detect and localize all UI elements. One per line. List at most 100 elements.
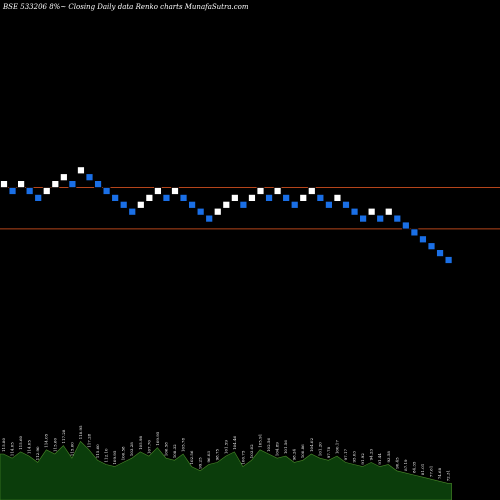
renko-brick-44 (367, 207, 376, 216)
brick-value-label-33: 104.89 (275, 442, 280, 456)
renko-brick-19 (153, 187, 162, 195)
renko-brick-2 (8, 187, 17, 195)
renko-brick-27 (222, 200, 231, 209)
brick-value-label-47: 90.45 (394, 457, 399, 469)
brick-value-label-41: 97.17 (343, 448, 348, 460)
renko-brick-25 (205, 214, 214, 223)
renko-brick-33 (273, 187, 282, 195)
brick-value-label-18: 107.70 (146, 440, 151, 454)
renko-brick-51 (427, 242, 436, 251)
renko-brick-5 (34, 193, 43, 202)
renko-brick-45 (376, 214, 385, 223)
brick-value-label-20: 106.58 (163, 442, 168, 456)
brick-value-label-38: 101.20 (317, 442, 322, 456)
renko-brick-13 (102, 187, 111, 195)
renko-bricks (0, 166, 453, 264)
brick-value-label-46: 93.58 (386, 451, 391, 463)
brick-value-label-48: 87.19 (403, 459, 408, 471)
brick-value-label-49: 84.35 (411, 461, 416, 473)
brick-value-label-13: 112.10 (104, 448, 109, 462)
renko-brick-3 (17, 180, 26, 189)
brick-value-label-17: 105.98 (138, 435, 143, 449)
brick-value-label-8: 117.28 (61, 429, 66, 443)
renko-brick-38 (316, 193, 325, 202)
brick-value-label-39: 97.78 (326, 446, 331, 458)
renko-brick-18 (145, 193, 154, 202)
brick-value-label-7: 115.60 (52, 438, 57, 452)
brick-value-label-19: 109.95 (155, 431, 160, 445)
renko-brick-15 (119, 200, 128, 209)
renko-brick-28 (230, 193, 239, 202)
brick-value-label-15: 106.58 (121, 446, 126, 460)
brick-value-label-28: 104.46 (232, 435, 237, 449)
brick-value-label-10: 118.95 (78, 425, 83, 439)
renko-brick-1 (0, 180, 8, 189)
renko-brick-47 (393, 214, 402, 223)
renko-brick-6 (42, 187, 51, 195)
renko-brick-11 (85, 173, 94, 182)
renko-brick-36 (299, 193, 308, 202)
brick-value-label-53: 72.31 (446, 470, 451, 481)
brick-value-label-40: 100.17 (334, 440, 339, 454)
renko-brick-48 (401, 221, 410, 230)
renko-brick-37 (307, 187, 316, 195)
renko-brick-29 (239, 200, 248, 209)
renko-brick-39 (324, 200, 333, 209)
brick-value-label-16: 103.28 (129, 442, 134, 456)
renko-brick-35 (290, 200, 299, 209)
brick-value-label-42: 95.03 (352, 451, 357, 463)
brick-value-label-27: 101.59 (223, 440, 228, 454)
brick-value-label-23: 102.56 (189, 450, 194, 464)
brick-value-label-6: 114.05 (44, 433, 49, 447)
renko-brick-50 (419, 235, 427, 244)
brick-value-label-14: 109.95 (112, 450, 117, 464)
renko-brick-41 (342, 200, 350, 209)
renko-brick-53 (444, 256, 453, 264)
brick-value-label-4: 114.05 (27, 440, 32, 454)
brick-value-label-36: 100.86 (300, 444, 305, 458)
brick-value-label-34: 101.56 (283, 440, 288, 454)
brick-value-label-43: 91.92 (360, 453, 365, 465)
brick-value-label-25: 96.03 (206, 451, 211, 463)
renko-brick-4 (25, 187, 34, 195)
brick-value-label-22: 105.78 (181, 438, 186, 452)
renko-brick-8 (59, 173, 68, 182)
brick-value-label-5: 112.90 (35, 446, 40, 460)
renko-brick-46 (384, 207, 393, 216)
brick-value-label-44: 94.23 (369, 448, 374, 460)
renko-brick-10 (77, 166, 85, 175)
renko-brick-12 (94, 180, 102, 189)
volume-area-path (0, 440, 452, 500)
renko-brick-16 (128, 207, 137, 216)
renko-brick-43 (359, 214, 368, 223)
chart-title: BSE 533206 8%~ Closing Daily data Renko … (2, 3, 249, 11)
renko-brick-31 (256, 187, 265, 195)
renko-brick-34 (282, 193, 291, 202)
renko-brick-32 (265, 193, 273, 202)
renko-brick-22 (179, 193, 188, 202)
brick-value-label-1: 115.80 (1, 438, 6, 452)
volume-area (0, 440, 452, 500)
brick-value-label-21: 108.32 (172, 444, 177, 458)
brick-value-label-51: 77.61 (429, 466, 434, 477)
renko-brick-24 (196, 207, 205, 216)
renko-brick-17 (136, 200, 145, 209)
renko-brick-42 (350, 207, 359, 216)
brick-value-label-2: 114.05 (10, 442, 15, 456)
renko-brick-30 (248, 193, 256, 202)
brick-value-label-31: 105.91 (258, 434, 263, 448)
brick-value-label-52: 74.68 (437, 467, 442, 479)
brick-value-label-45: 91.44 (377, 453, 382, 465)
brick-value-label-35: 98.24 (292, 448, 297, 460)
renko-brick-49 (410, 228, 419, 237)
renko-brick-40 (333, 193, 342, 202)
renko-brick-20 (162, 193, 171, 202)
brick-value-label-11: 117.28 (87, 433, 92, 447)
renko-brick-23 (188, 200, 197, 209)
renko-brick-14 (111, 193, 120, 202)
brick-value-label-29: 100.75 (240, 450, 245, 464)
brick-value-label-50: 81.01 (420, 464, 425, 475)
